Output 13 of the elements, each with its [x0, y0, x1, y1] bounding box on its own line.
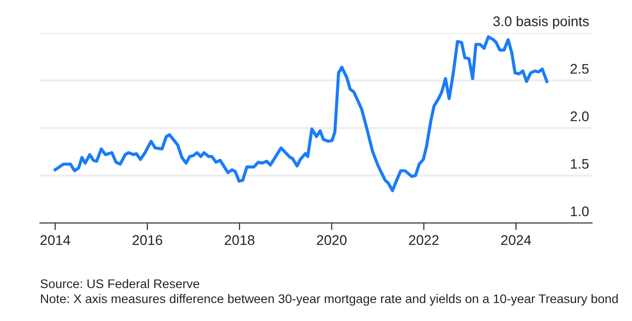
x-tick-label: 2016 [132, 235, 162, 246]
x-tick-label: 2024 [501, 235, 532, 246]
x-tick-label: 2018 [224, 235, 254, 246]
y-tick-label: 1.0 [570, 206, 589, 216]
x-tick-label: 2020 [316, 235, 347, 246]
text: Note: X axis measures difference between 30-year mortgage rate and yields on a 10-year Treasury bond [41, 294, 618, 306]
x-tick-label: 2022 [409, 235, 439, 246]
y-tick-label: 1.5 [570, 159, 589, 169]
source-note: Source: US Federal Reserve [40, 279, 200, 288]
y-tick-label: 2.0 [570, 111, 589, 122]
y-tick-label: 3.0 basis points [493, 16, 589, 29]
x-tick-label: 2014 [40, 235, 70, 246]
y-tick-label: 2.5 [570, 64, 589, 74]
